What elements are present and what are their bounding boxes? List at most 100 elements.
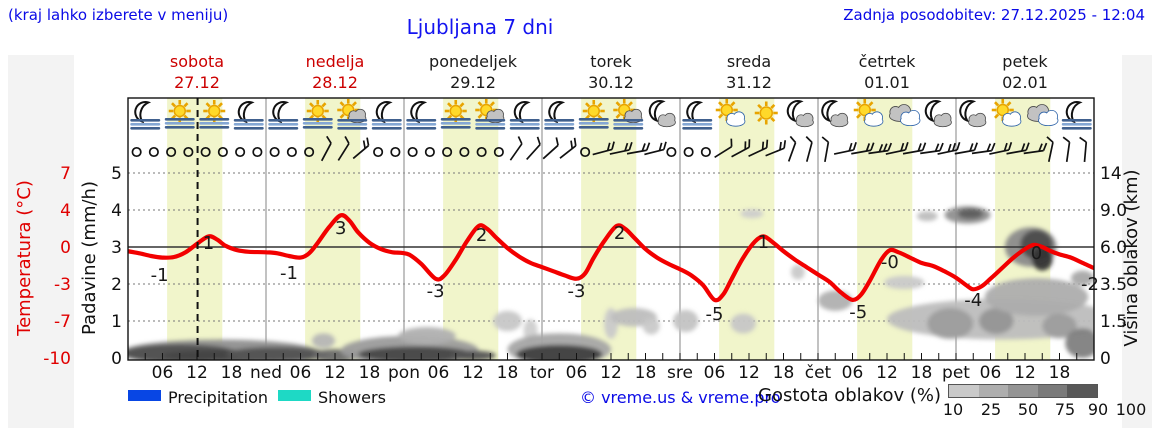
weather-icon-moon-cloud [648, 100, 676, 128]
weather-icon-row [130, 99, 1092, 130]
svg-text:-1: -1 [280, 263, 298, 284]
svg-text:1: 1 [203, 233, 214, 254]
wind-barb-icon [1006, 142, 1030, 155]
gridlines [128, 98, 1094, 360]
calm-wind-icon [459, 146, 470, 158]
cloud-scale-value: 75 [1054, 400, 1076, 419]
precipitation-label: Precipitation [168, 388, 269, 407]
cloud-scale-segment [1037, 385, 1068, 397]
wind-barb-icon [644, 141, 667, 156]
weather-icon-cloud [1027, 104, 1059, 127]
temperature-value-labels: -1 1 -1 3 -3 2 -3 2 -5 1 -5 -0 -4 0 -2 [151, 218, 1099, 325]
wind-symbol-row [131, 135, 1088, 163]
svg-text:1: 1 [758, 232, 769, 253]
svg-text:sre: sre [667, 363, 693, 383]
calm-wind-icon [200, 146, 211, 158]
daylight-bands [167, 98, 1051, 360]
svg-text:-3: -3 [568, 281, 586, 302]
svg-text:18: 18 [773, 363, 795, 383]
wind-barb-icon [320, 135, 332, 162]
svg-text:06: 06 [290, 363, 312, 383]
cloud-scale-segment [978, 385, 1009, 397]
calm-wind-icon [286, 146, 297, 158]
wind-barb-icon [851, 142, 875, 155]
left-margin-strip [8, 55, 74, 428]
weather-icon-moon-fog [682, 101, 713, 130]
wind-barb-icon [868, 142, 893, 155]
weather-icon-sun-cloud [853, 99, 884, 127]
svg-text:06: 06 [566, 363, 588, 383]
day-header-name: sreda [727, 52, 771, 71]
cloud-axis-tick: 1.5 [1100, 312, 1127, 332]
weather-icon-sun-cloud-fog [337, 99, 368, 130]
calm-wind-icon [148, 146, 159, 158]
svg-text:3: 3 [335, 218, 346, 239]
right-margin-strip [1122, 55, 1152, 428]
weather-icon-moon-fog [371, 101, 402, 130]
wind-barb-icon [1079, 136, 1088, 163]
location-menu-hint[interactable]: (kraj lahko izberete v meniju) [8, 6, 229, 24]
weather-icon-cloud [888, 104, 921, 127]
day-header-name: ponedeljek [429, 52, 518, 71]
cloud-scale-value: 100 [1115, 400, 1147, 419]
cloud-axis-tick: 6.0 [1100, 238, 1127, 258]
wind-barb-icon [971, 142, 996, 155]
wind-barb-icon [1062, 136, 1071, 163]
calm-wind-icon [580, 146, 591, 158]
svg-text:2: 2 [614, 223, 625, 244]
svg-text:18: 18 [221, 363, 243, 383]
precip-axis-tick: 4 [111, 201, 122, 221]
wind-barb-icon [1046, 136, 1054, 162]
temp-axis-title: Temperatura (°C) [14, 180, 35, 337]
wind-barb-icon [609, 141, 633, 155]
day-header-date: 01.01 [864, 73, 910, 92]
temp-axis-tick: 7 [60, 164, 71, 184]
day-header-name: petek [1002, 52, 1048, 71]
calm-wind-icon [493, 146, 504, 158]
weather-icon-moon-fog [130, 101, 161, 130]
cloud-scale-value: 90 [1087, 400, 1109, 419]
wind-barb-icon [885, 141, 909, 155]
weather-icon-moon-fog [233, 101, 264, 130]
svg-text:čet: čet [805, 363, 832, 383]
svg-text:-5: -5 [849, 302, 867, 323]
page-title: Ljubljana 7 dni [406, 15, 554, 39]
day-header-name: nedelja [306, 52, 365, 71]
svg-text:0: 0 [1031, 243, 1042, 264]
weather-icon-sun-fog [302, 100, 333, 129]
svg-text:06: 06 [152, 363, 174, 383]
calm-wind-icon [183, 146, 194, 158]
temp-axis-tick: 4 [60, 201, 71, 221]
calm-wind-icon [235, 146, 246, 158]
day-headers: sobota 27.12 nedelja 28.12 ponedeljek 29.12 to… [170, 52, 1049, 92]
cloud-axis-tick: 3.5 [1100, 275, 1127, 295]
calm-wind-icon [217, 146, 228, 158]
day-header-date: 27.12 [174, 73, 220, 92]
weather-icon-sun-cloud-fog [613, 99, 644, 130]
weather-icon-sun-fog [164, 100, 195, 129]
calm-wind-icon [131, 146, 142, 158]
svg-text:pon: pon [388, 363, 420, 383]
svg-text:18: 18 [1049, 363, 1071, 383]
svg-text:12: 12 [738, 363, 760, 383]
day-header-name: četrtek [859, 52, 917, 71]
day-header-date: 29.12 [450, 73, 496, 92]
precip-axis-tick: 2 [111, 275, 122, 295]
temp-axis-tick: -3 [54, 275, 71, 295]
svg-text:pet: pet [942, 363, 970, 383]
svg-text:-1: -1 [151, 265, 169, 286]
temp-axis-tick: -10 [43, 349, 71, 369]
svg-text:18: 18 [359, 363, 381, 383]
cloud-density-label: Gostota oblakov (%) [758, 385, 942, 406]
svg-text:2: 2 [476, 225, 487, 246]
credit-link[interactable]: © vreme.us & vreme.pro [580, 388, 781, 407]
wind-barb-icon [805, 136, 813, 162]
cloud-scale-value: 50 [1017, 400, 1039, 419]
cloud-scale-segment [1008, 385, 1038, 397]
svg-text:ned: ned [250, 363, 282, 383]
weather-icon-moon-fog [268, 101, 299, 130]
precip-axis-title: Padavine (mm/h) [79, 181, 100, 335]
showers-swatch [278, 390, 311, 401]
weather-icon-moon-fog [1061, 101, 1092, 130]
wind-barb-icon [1023, 142, 1048, 155]
